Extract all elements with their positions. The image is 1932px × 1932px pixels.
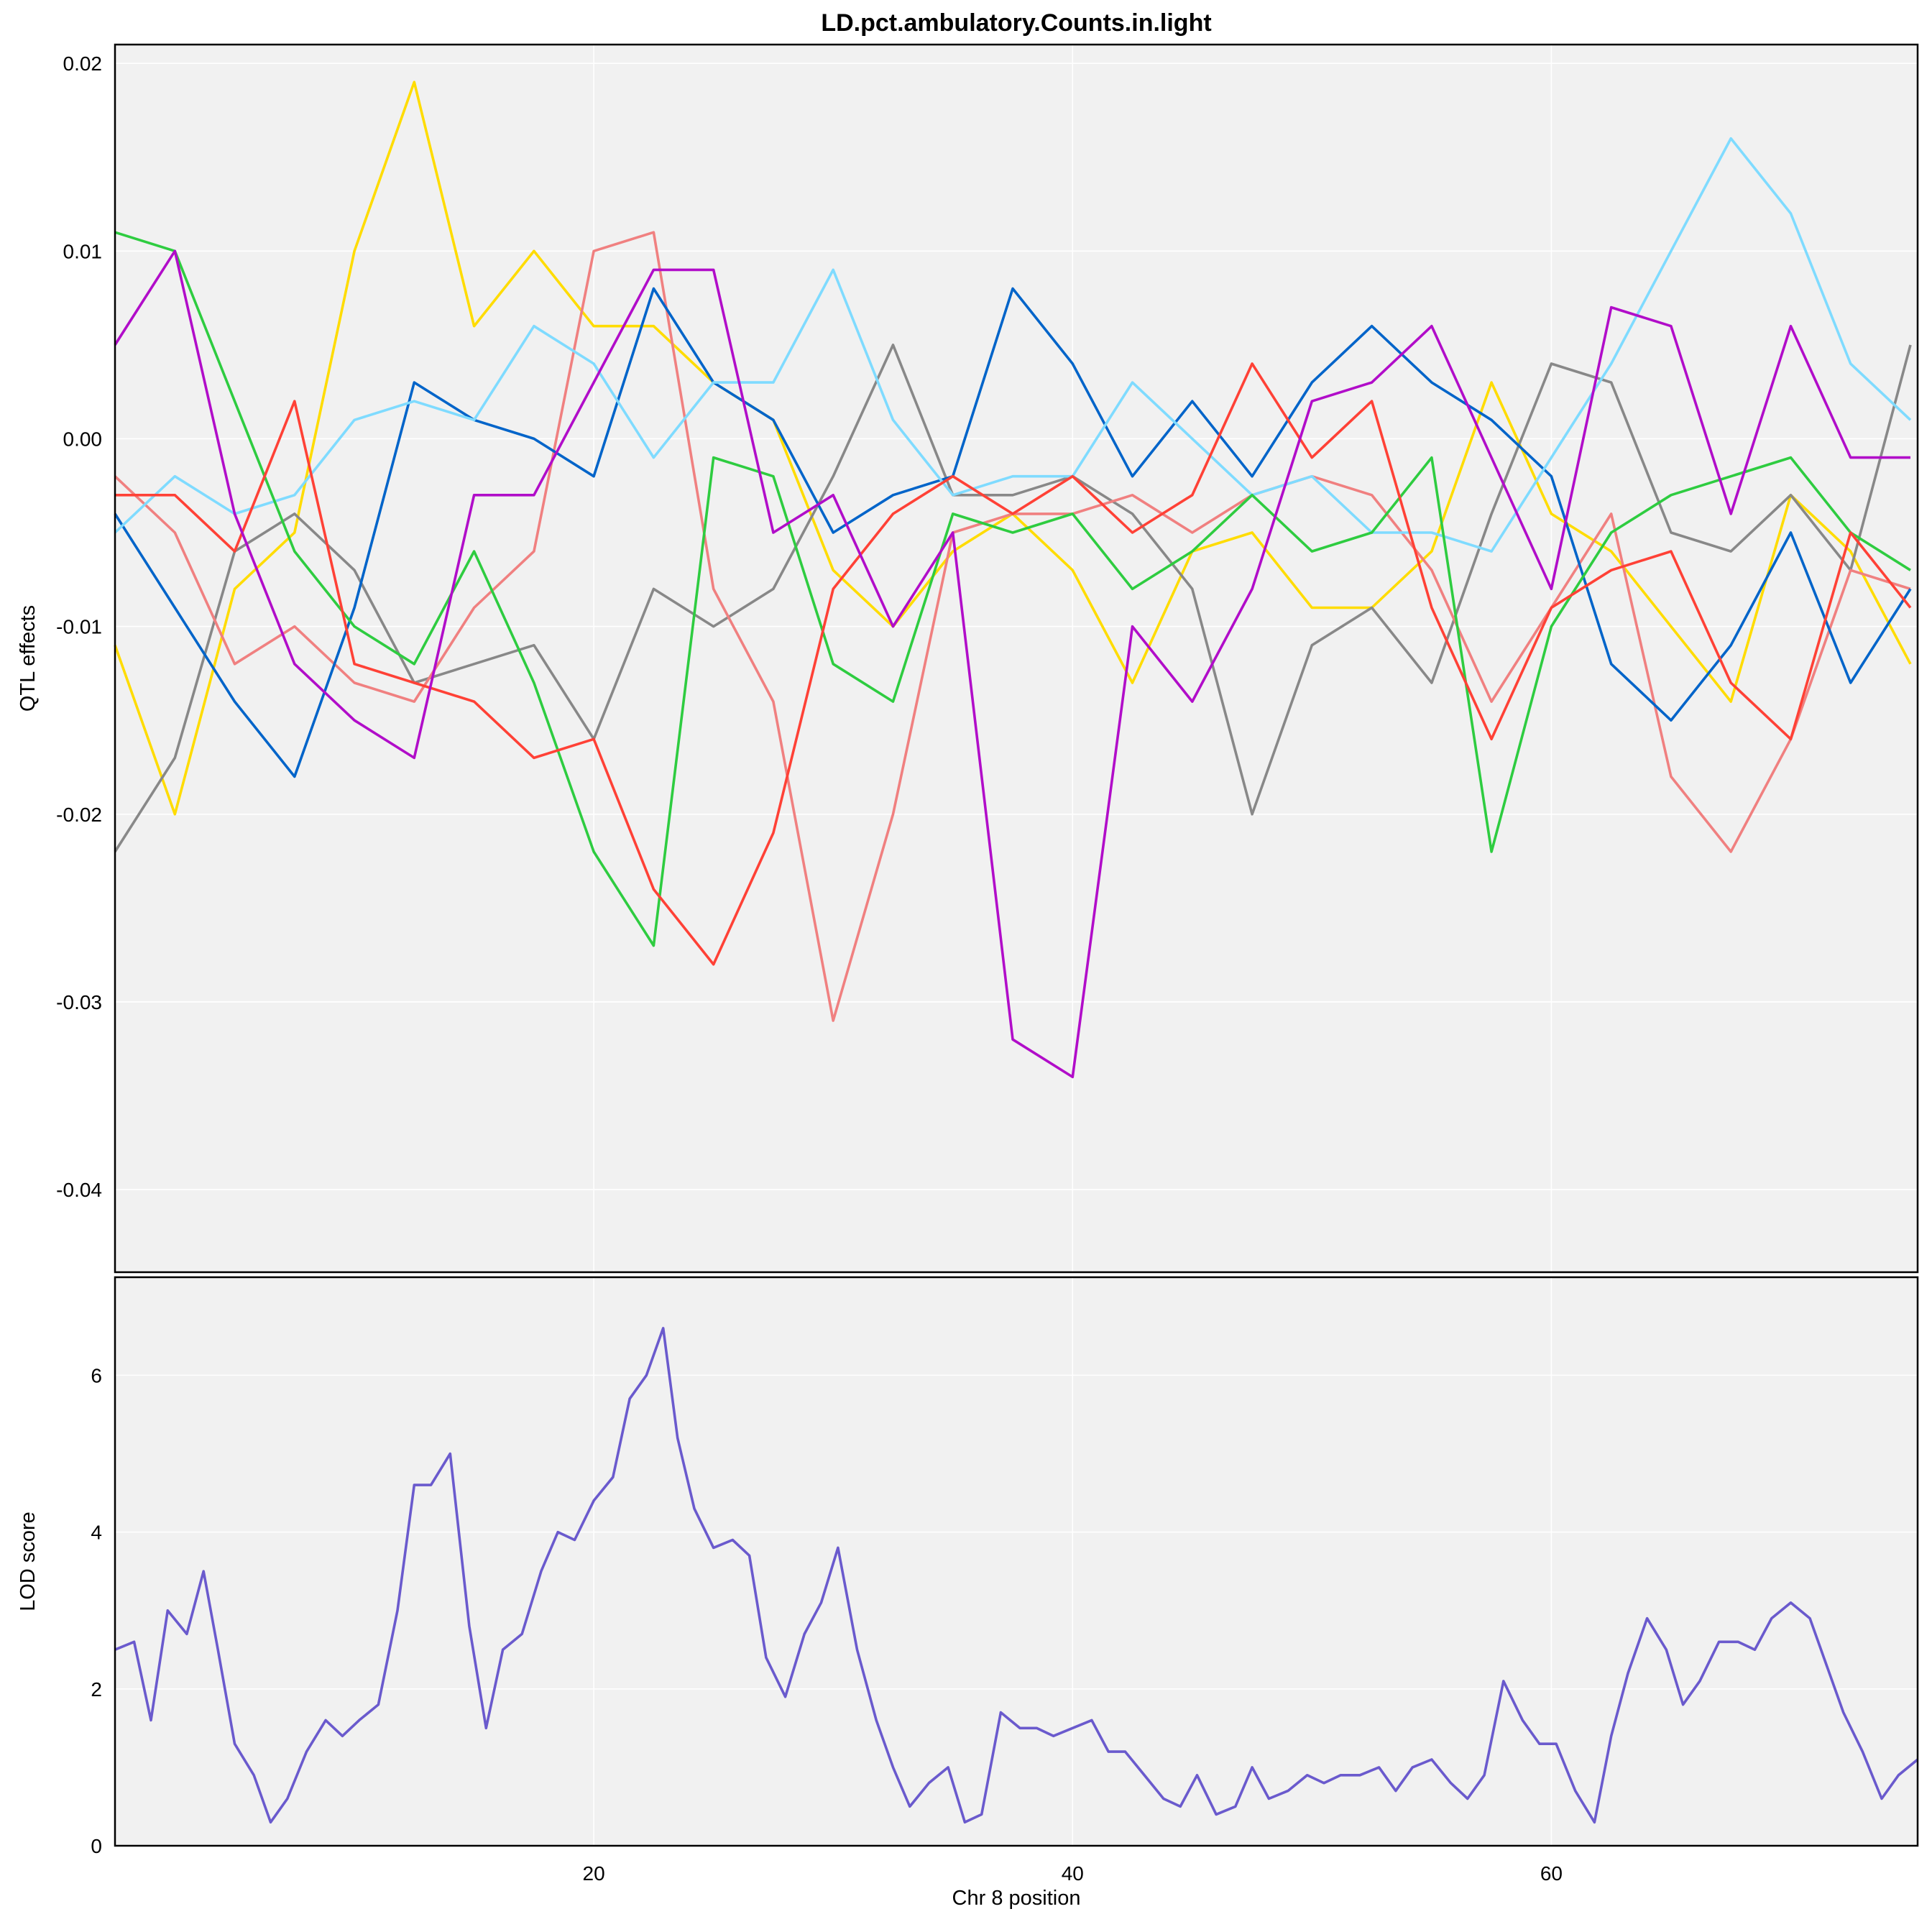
y-axis-label-effects: QTL effects [17,605,40,712]
x-tick-label: 40 [1062,1862,1084,1885]
effects-y-tick-label: -0.03 [56,991,102,1013]
effects-series-line-7 [114,249,1910,1079]
effects-y-tick-label: 0.01 [63,240,103,262]
lod-y-tick-label: 0 [91,1835,102,1857]
chart-title: LD.pct.ambulatory.Counts.in.light [821,9,1211,37]
lod-series-line-0 [114,1327,1919,1824]
x-tick-label: 20 [583,1862,605,1885]
effects-panel-frame [114,43,1919,1274]
lod-panel: 0 2 4 6 20 40 60 [91,1276,1919,1885]
effects-series-line-6 [115,362,1912,966]
effects-series-line-4 [114,137,1912,553]
lod-panel-frame [114,1276,1919,1847]
lod-panel-background [115,1277,1918,1846]
lod-y-tick-label: 6 [91,1364,102,1386]
effects-y-tick-label: -0.04 [56,1179,102,1201]
x-axis-label: Chr 8 position [952,1887,1081,1910]
lod-y-tick-label: 2 [91,1678,102,1701]
y-axis-label-lod: LOD score [17,1512,40,1611]
effects-y-tick-label: -0.02 [56,804,102,826]
effects-y-tick-label: 0.00 [63,428,103,450]
x-tick-label: 60 [1540,1862,1563,1885]
lod-y-tick-label: 4 [91,1522,102,1544]
effects-series-line-5 [114,231,1911,947]
effects-panel: -0.04 -0.03 -0.02 -0.01 0.00 0.01 0.02 [56,43,1919,1274]
effects-y-tick-label: 0.02 [63,52,103,75]
effects-series-line-3 [114,287,1912,778]
effects-y-tick-label: -0.01 [56,616,102,638]
effects-panel-background [115,45,1918,1272]
